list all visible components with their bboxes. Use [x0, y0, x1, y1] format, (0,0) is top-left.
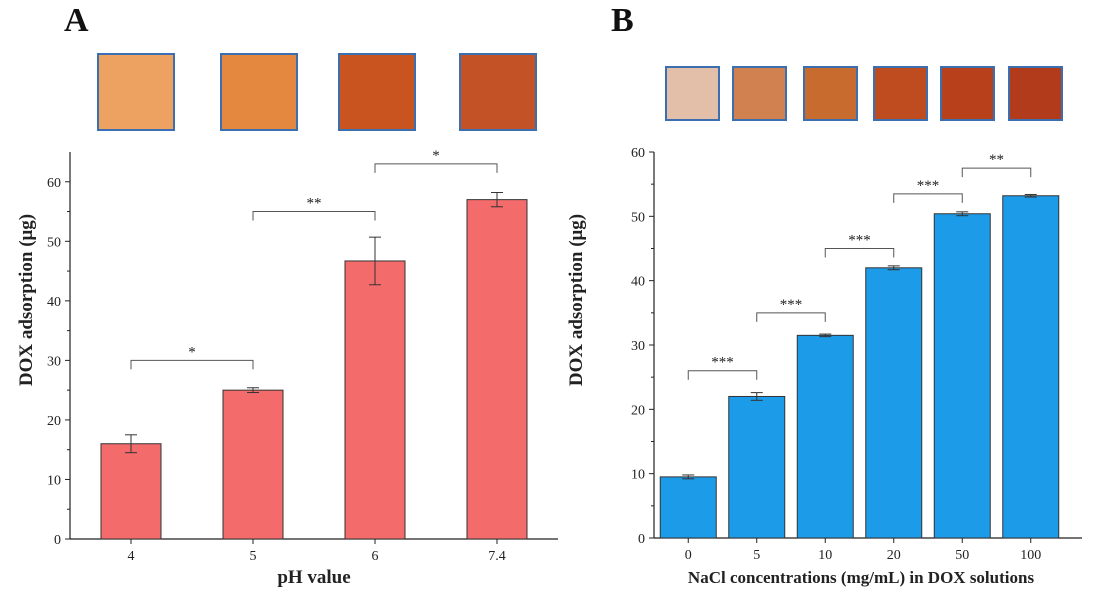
y-tick-label-b: 10 [631, 468, 645, 483]
y-axis-title-b: DOX adsorption (μg) [566, 214, 587, 386]
significance-label-b-3: *** [917, 178, 940, 194]
sample-swatch-a-2 [338, 53, 416, 131]
y-tick-label-b: 60 [631, 146, 645, 161]
y-tick-label-b: 20 [631, 403, 645, 418]
x-tick-label-a-3: 7.4 [488, 549, 506, 564]
y-tick-label-a: 0 [54, 533, 61, 548]
x-axis-title-b: NaCl concentrations (mg/mL) in DOX solut… [688, 568, 1035, 587]
x-tick-label-a-2: 6 [372, 549, 379, 564]
significance-label-a-1: ** [307, 196, 322, 212]
significance-bracket-a-2 [374, 163, 498, 173]
bar-a-0 [100, 443, 162, 540]
y-tick-label-b: 40 [631, 275, 645, 290]
bar-b-4 [933, 213, 991, 539]
y-tick-label-b: 50 [631, 210, 645, 225]
x-tick-label-b-2: 10 [818, 548, 832, 563]
bar-b-2 [796, 334, 854, 539]
y-tick-label-a: 60 [47, 176, 61, 191]
bar-a-3 [466, 199, 528, 540]
bar-b-5 [1002, 195, 1060, 539]
x-tick-label-a-1: 5 [250, 549, 257, 564]
significance-bracket-a-1 [252, 211, 376, 221]
significance-label-b-1: *** [780, 297, 803, 313]
significance-bracket-b-4 [961, 167, 1032, 178]
y-tick-label-b: 0 [638, 532, 645, 547]
significance-bracket-a-0 [130, 359, 254, 370]
y-tick-label-a: 20 [47, 414, 61, 429]
significance-bracket-b-0 [687, 370, 758, 380]
sample-swatch-b-2 [803, 66, 858, 121]
y-tick-label-a: 50 [47, 235, 61, 250]
y-tick-label-a: 40 [47, 295, 61, 310]
significance-label-a-0: * [188, 344, 196, 360]
significance-bracket-b-1 [756, 312, 826, 322]
sample-swatch-b-3 [873, 66, 928, 121]
significance-bracket-b-2 [824, 248, 895, 258]
bar-b-1 [728, 395, 786, 539]
x-axis-title-a: pH value [277, 567, 350, 588]
y-axis-title-a: DOX adsorption (μg) [16, 214, 37, 386]
sample-swatch-b-5 [1008, 66, 1063, 121]
significance-label-b-0: *** [711, 355, 734, 371]
sample-swatch-b-0 [665, 66, 720, 121]
sample-swatch-a-0 [97, 53, 175, 131]
significance-label-a-2: * [432, 148, 440, 164]
bar-b-0 [659, 476, 717, 539]
x-tick-label-b-0: 0 [685, 548, 692, 563]
significance-label-b-2: *** [848, 233, 871, 249]
significance-label-b-4: ** [989, 152, 1004, 168]
sample-swatch-b-4 [940, 66, 995, 121]
y-tick-label-a: 10 [47, 473, 61, 488]
x-tick-label-a-0: 4 [128, 549, 135, 564]
panel-letter-b: B [611, 2, 634, 39]
y-tick-label-b: 30 [631, 339, 645, 354]
bar-a-1 [222, 389, 284, 540]
x-tick-label-b-1: 5 [753, 548, 760, 563]
bar-b-3 [865, 267, 923, 539]
bar-a-2 [344, 260, 406, 540]
x-tick-label-b-3: 20 [887, 548, 901, 563]
x-tick-label-b-5: 100 [1020, 548, 1041, 563]
sample-swatch-a-1 [220, 53, 298, 131]
x-tick-label-b-4: 50 [955, 548, 969, 563]
y-tick-label-a: 30 [47, 354, 61, 369]
sample-swatch-a-3 [459, 53, 537, 131]
significance-bracket-b-3 [893, 193, 963, 203]
panel-letter-a: A [64, 2, 89, 39]
sample-swatch-b-1 [732, 66, 787, 121]
